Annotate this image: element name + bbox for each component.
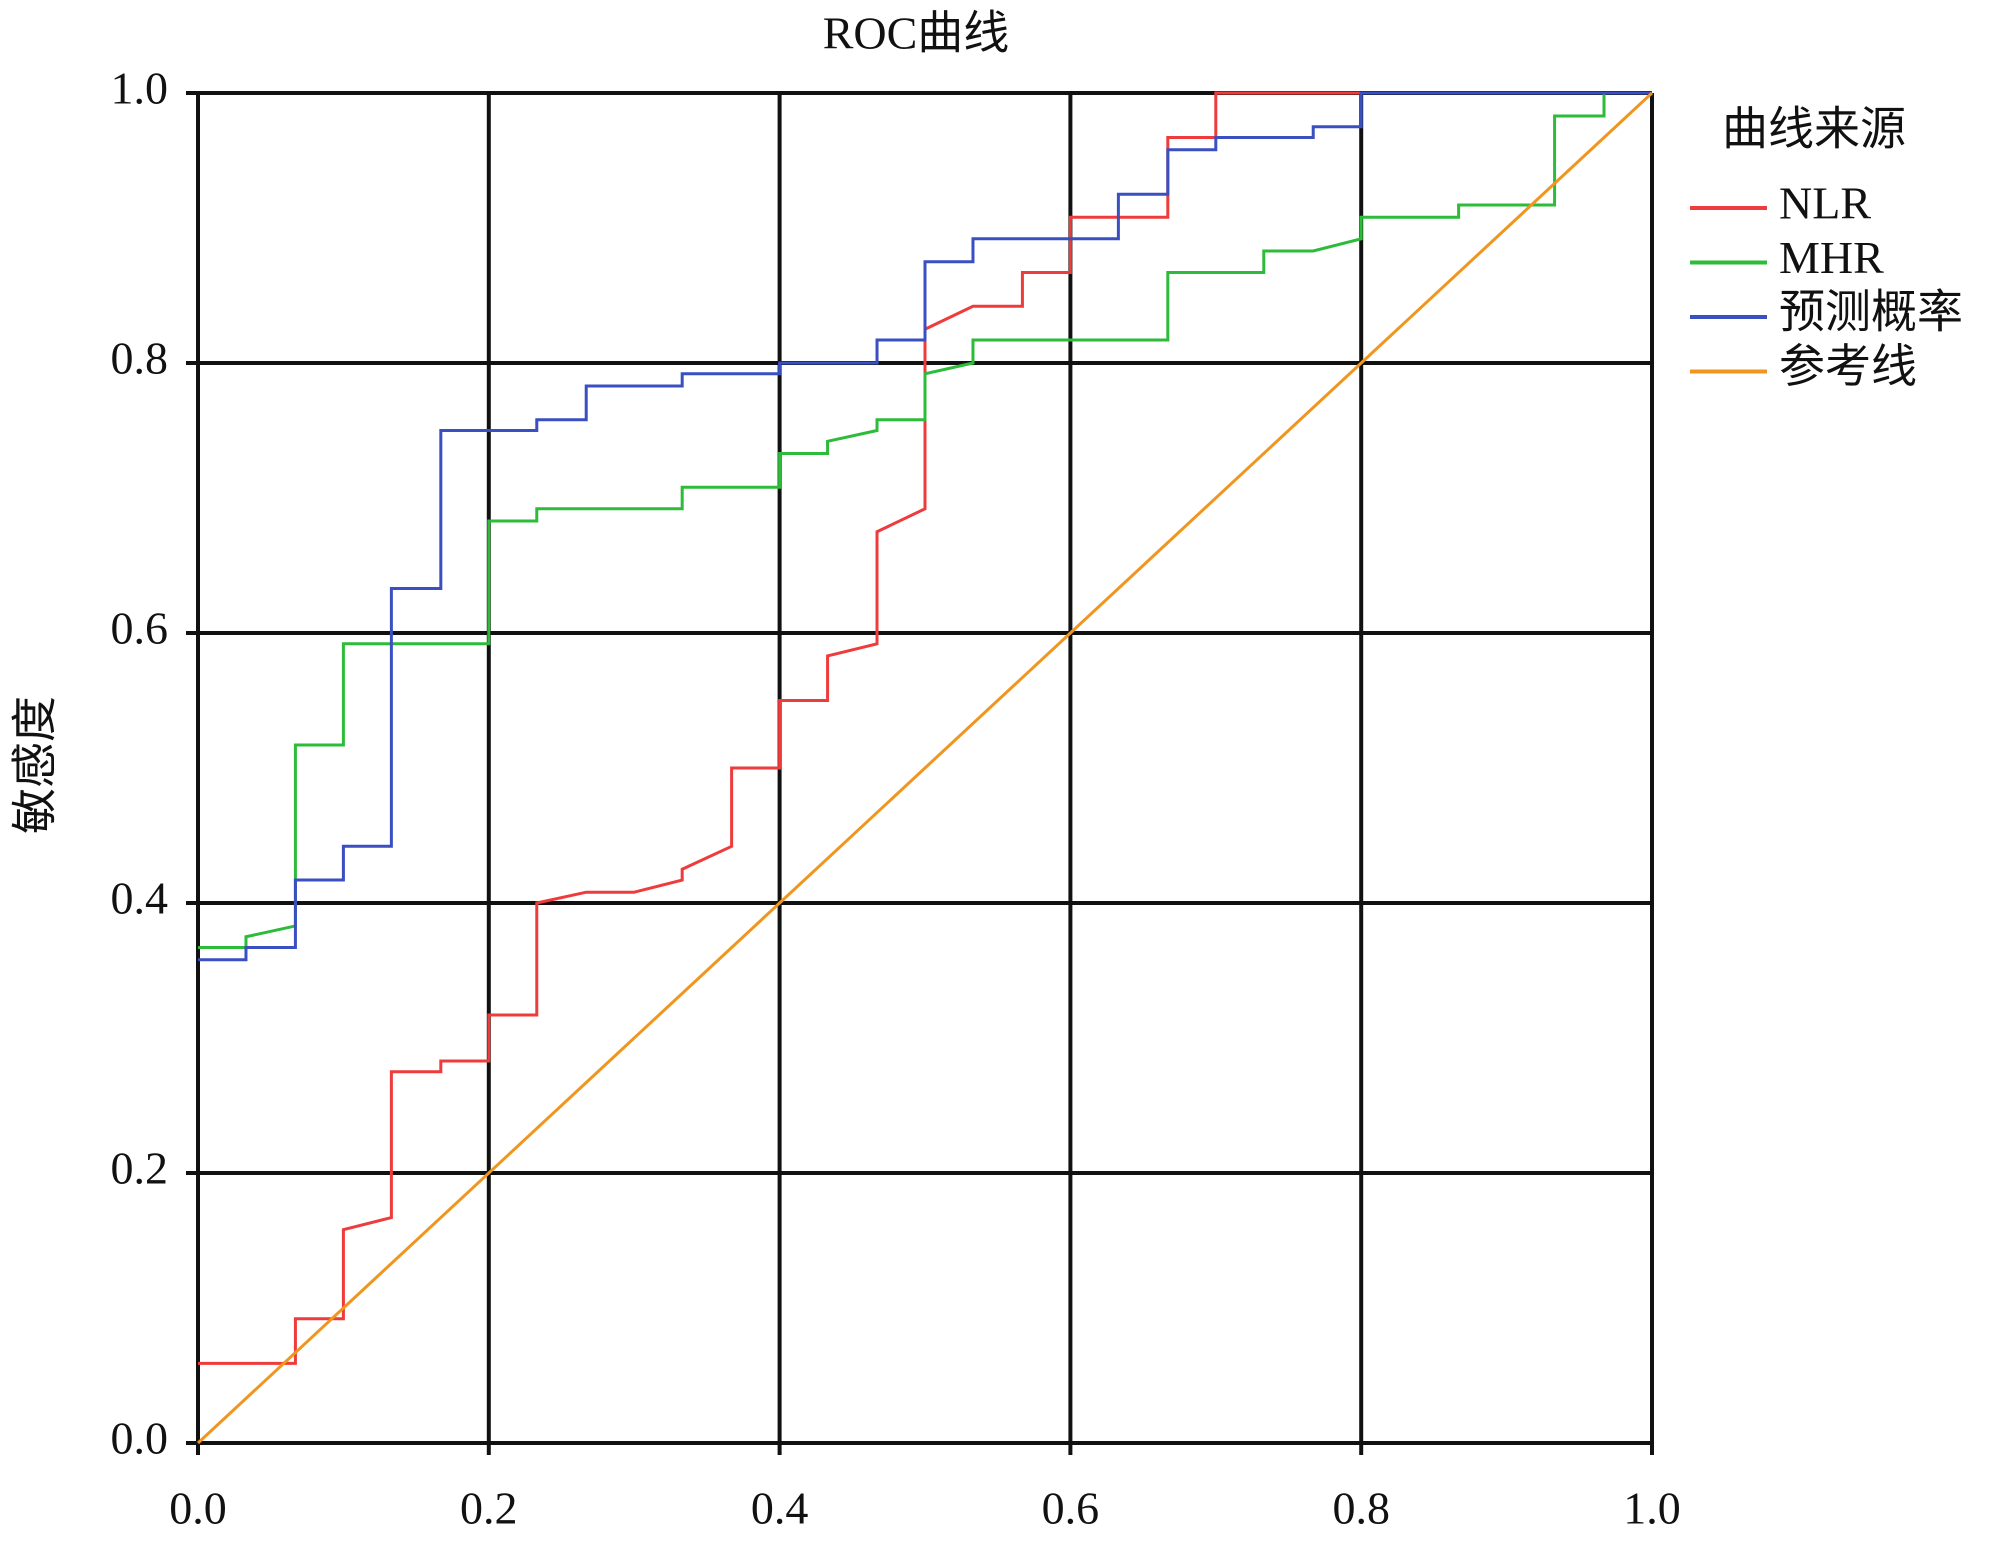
legend-title: 曲线来源 bbox=[1722, 104, 1906, 155]
x-tick-label: 0.6 bbox=[1042, 1483, 1100, 1534]
y-axis-label: 敏感度 bbox=[10, 696, 61, 834]
line bbox=[198, 91, 1652, 1365]
y-tick-label: 0.4 bbox=[111, 873, 169, 924]
legend-label: 预测概率 bbox=[1779, 287, 1963, 338]
legend-label: 参考线 bbox=[1779, 341, 1917, 392]
x-tick-label: 0.8 bbox=[1332, 1483, 1390, 1534]
y-tick-label: 0.2 bbox=[111, 1143, 169, 1194]
legend-label: MHR bbox=[1779, 232, 1884, 283]
x-tick-label: 1.0 bbox=[1623, 1483, 1681, 1534]
line bbox=[196, 91, 1654, 1445]
y-tick-label: 0.8 bbox=[111, 333, 169, 384]
y-tick-label: 0.6 bbox=[111, 603, 169, 654]
line bbox=[198, 91, 1652, 962]
x-tick-label: 0.4 bbox=[751, 1483, 809, 1534]
x-tick-label: 0.0 bbox=[169, 1483, 227, 1534]
y-tick-label: 0.0 bbox=[111, 1413, 169, 1464]
legend-label: NLR bbox=[1779, 178, 1871, 229]
x-tick-label: 0.2 bbox=[460, 1483, 518, 1534]
y-tick-label: 1.0 bbox=[111, 63, 169, 114]
line bbox=[198, 91, 1652, 950]
chart-title: ROC曲线 bbox=[823, 8, 1010, 59]
